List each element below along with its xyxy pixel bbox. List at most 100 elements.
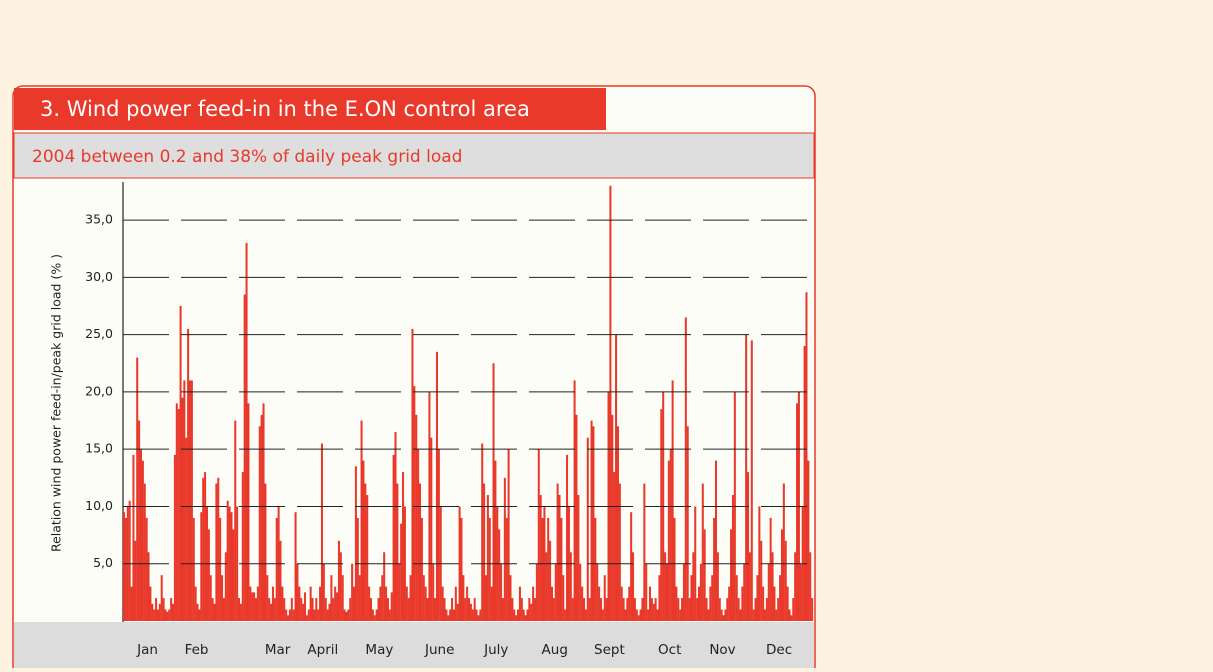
x-tick-label: April xyxy=(307,642,338,658)
bar xyxy=(356,517,359,621)
bar xyxy=(345,611,348,621)
bar xyxy=(647,609,650,621)
bar xyxy=(518,586,521,621)
y-tick-label: 35,0 xyxy=(85,212,113,227)
bar xyxy=(762,586,765,621)
bar xyxy=(469,603,472,621)
plot: 5,0 10,0 15,0 20,0 25,0 30,0 35,0 Jan Feb Mar Apri… xyxy=(85,185,814,658)
bar xyxy=(270,603,273,621)
bar xyxy=(792,598,795,621)
bar xyxy=(136,357,139,621)
bar xyxy=(166,611,169,621)
bar xyxy=(475,609,478,621)
bar xyxy=(515,615,518,621)
bar xyxy=(209,575,212,621)
bar xyxy=(679,609,682,621)
bar xyxy=(775,609,778,621)
y-tick-label: 30,0 xyxy=(85,269,113,284)
bar xyxy=(611,414,614,621)
bar xyxy=(364,483,367,621)
bar xyxy=(417,449,420,621)
bar xyxy=(426,598,429,621)
bar xyxy=(645,563,648,621)
bar xyxy=(185,437,188,621)
bar xyxy=(583,598,586,621)
bar xyxy=(573,380,576,621)
bar xyxy=(411,328,414,621)
bar xyxy=(320,443,323,621)
bar xyxy=(334,586,337,621)
bar xyxy=(319,586,322,621)
bar xyxy=(566,454,569,621)
bar xyxy=(164,609,167,621)
bar xyxy=(418,483,422,621)
bar xyxy=(211,598,214,621)
bar xyxy=(509,575,512,621)
bar xyxy=(498,529,501,621)
bar xyxy=(673,517,676,621)
bar xyxy=(373,615,376,621)
y-tick-label: 10,0 xyxy=(85,498,113,513)
bar xyxy=(207,529,210,621)
bar xyxy=(731,495,734,621)
bar xyxy=(177,409,180,621)
bar xyxy=(765,598,768,621)
bar xyxy=(232,529,235,621)
x-tick-label: May xyxy=(365,642,393,658)
bar xyxy=(626,598,629,621)
bar xyxy=(466,586,469,621)
bar xyxy=(684,317,687,621)
bar xyxy=(245,243,248,621)
bar xyxy=(160,575,163,621)
x-tick-label: Mar xyxy=(265,642,291,658)
bar xyxy=(713,517,716,621)
bar xyxy=(571,598,574,621)
bar xyxy=(486,495,489,621)
bar xyxy=(156,609,159,621)
bar xyxy=(743,563,746,621)
bar xyxy=(618,483,621,621)
bar xyxy=(413,386,416,621)
bar xyxy=(481,443,484,621)
bar xyxy=(782,483,785,621)
bar xyxy=(313,609,316,621)
bar xyxy=(396,483,399,621)
title-box xyxy=(14,88,606,130)
bar xyxy=(198,609,201,621)
subtitle-band xyxy=(13,132,815,179)
bar xyxy=(254,598,258,621)
bar xyxy=(477,615,480,621)
bar xyxy=(615,334,618,621)
bar xyxy=(532,586,535,621)
bar xyxy=(558,495,561,621)
bar xyxy=(336,592,339,621)
bar xyxy=(434,598,437,621)
x-tick-label: Jan xyxy=(136,642,158,658)
bar xyxy=(420,517,423,621)
bar xyxy=(737,598,740,621)
bar xyxy=(714,460,718,621)
bar xyxy=(556,483,559,621)
bar xyxy=(175,403,178,621)
bar xyxy=(675,586,678,621)
bar xyxy=(443,598,446,621)
bar xyxy=(716,552,719,621)
bar xyxy=(379,586,382,621)
x-tick-label: Oct xyxy=(658,642,681,658)
bar xyxy=(181,397,184,621)
bar xyxy=(769,517,772,621)
bar xyxy=(811,598,814,621)
bar xyxy=(309,586,312,621)
bar xyxy=(632,552,635,621)
bar xyxy=(307,609,310,621)
bar xyxy=(217,477,220,621)
bar xyxy=(552,598,555,621)
bar xyxy=(756,575,759,621)
bar xyxy=(190,380,193,621)
bar xyxy=(622,598,625,621)
bar xyxy=(616,426,619,621)
bar xyxy=(260,414,263,621)
bar xyxy=(790,615,793,621)
bar xyxy=(718,598,721,621)
